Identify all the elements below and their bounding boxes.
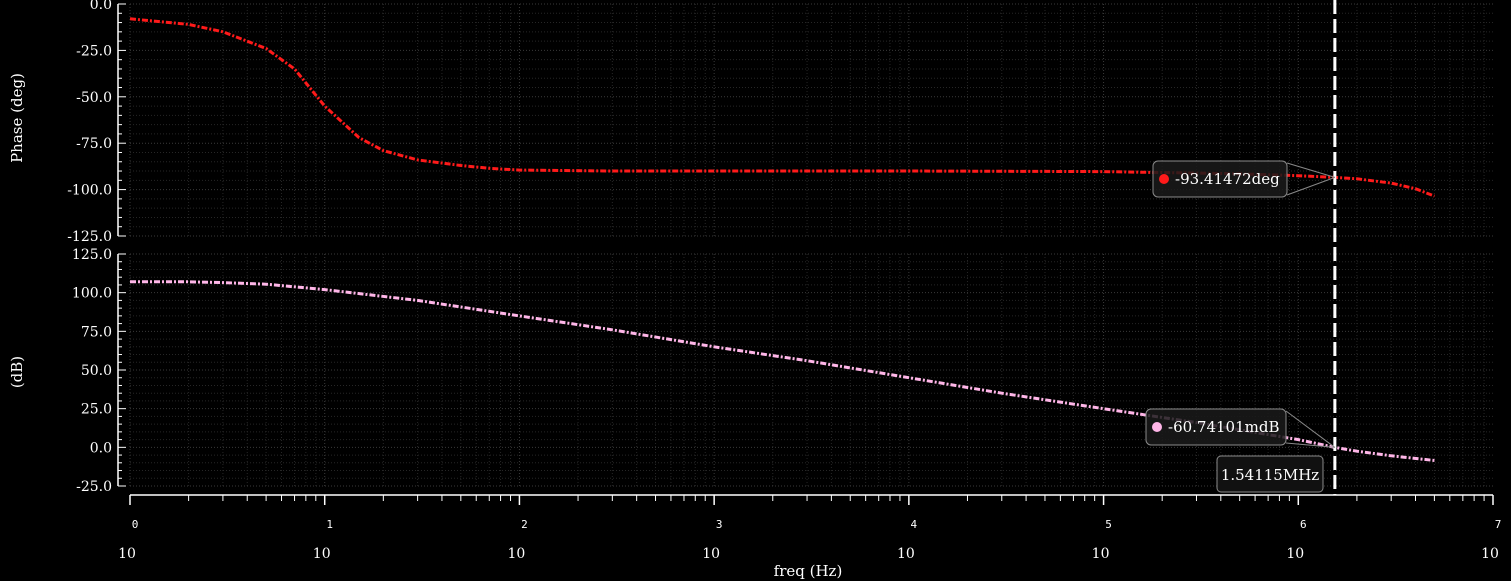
x-tick-exponent: 3	[716, 518, 723, 531]
magnitude-axis-title: (dB)	[8, 356, 26, 388]
x-tick-base: 10	[702, 546, 720, 562]
cursor-frequency-label: 1.54115MHz	[1221, 466, 1319, 484]
magnitude-marker-leader	[1285, 410, 1336, 448]
x-tick-base: 10	[1286, 546, 1304, 562]
x-tick-exponent: 5	[1105, 518, 1112, 531]
phase-trace	[129, 17, 1435, 198]
x-tick-base: 10	[897, 546, 915, 562]
magnitude-marker-value: -60.74101mdB	[1168, 418, 1280, 436]
y-tick-label: -25.0	[76, 479, 112, 495]
tick-labels-layer: 0.0-25.0-50.0-75.0-100.0-125.0125.0100.0…	[67, 0, 1501, 562]
x-tick-exponent: 6	[1300, 518, 1307, 531]
grid-layer	[129, 3, 1493, 487]
x-tick-base: 10	[1481, 546, 1499, 562]
phase-marker-box[interactable]	[1152, 160, 1288, 198]
magnitude-marker-leader	[1285, 442, 1335, 448]
axes-layer	[117, 3, 1494, 505]
y-tick-label: 0.0	[90, 0, 112, 13]
y-tick-label: 50.0	[81, 363, 112, 379]
y-tick-label: -50.0	[76, 90, 112, 106]
phase-axis-title: Phase (deg)	[8, 73, 26, 163]
y-tick-label: 25.0	[81, 402, 112, 418]
y-tick-label: 0.0	[90, 440, 112, 456]
cursor-layer[interactable]: -93.41472deg -60.74101mdB 1.54115MHz	[1145, 0, 1337, 495]
y-tick-label: -125.0	[67, 229, 112, 245]
phase-marker-dot	[1159, 174, 1169, 184]
magnitude-marker-dot	[1152, 422, 1162, 432]
x-tick-exponent: 2	[521, 518, 528, 531]
x-tick-exponent: 0	[132, 518, 139, 531]
series-layer	[129, 17, 1435, 462]
x-tick-base: 10	[1092, 546, 1110, 562]
cursor-frequency-box[interactable]	[1216, 455, 1324, 493]
x-tick-base: 10	[118, 546, 136, 562]
x-tick-exponent: 1	[326, 518, 333, 531]
phase-marker-leader	[1286, 162, 1336, 178]
phase-marker-value: -93.41472deg	[1175, 170, 1280, 188]
phase-marker-leader	[1286, 176, 1336, 196]
x-axis-title: freq (Hz)	[774, 562, 843, 580]
x-tick-exponent: 4	[911, 518, 918, 531]
y-tick-label: 100.0	[72, 286, 112, 302]
y-tick-label: -75.0	[76, 136, 112, 152]
y-tick-label: 75.0	[81, 324, 112, 340]
magnitude-marker-box[interactable]	[1145, 408, 1287, 446]
x-tick-base: 10	[508, 546, 526, 562]
x-tick-exponent: 7	[1495, 518, 1502, 531]
y-tick-label: 125.0	[72, 247, 112, 263]
y-tick-label: -100.0	[67, 183, 112, 199]
x-tick-base: 10	[313, 546, 331, 562]
y-tick-label: -25.0	[76, 43, 112, 59]
